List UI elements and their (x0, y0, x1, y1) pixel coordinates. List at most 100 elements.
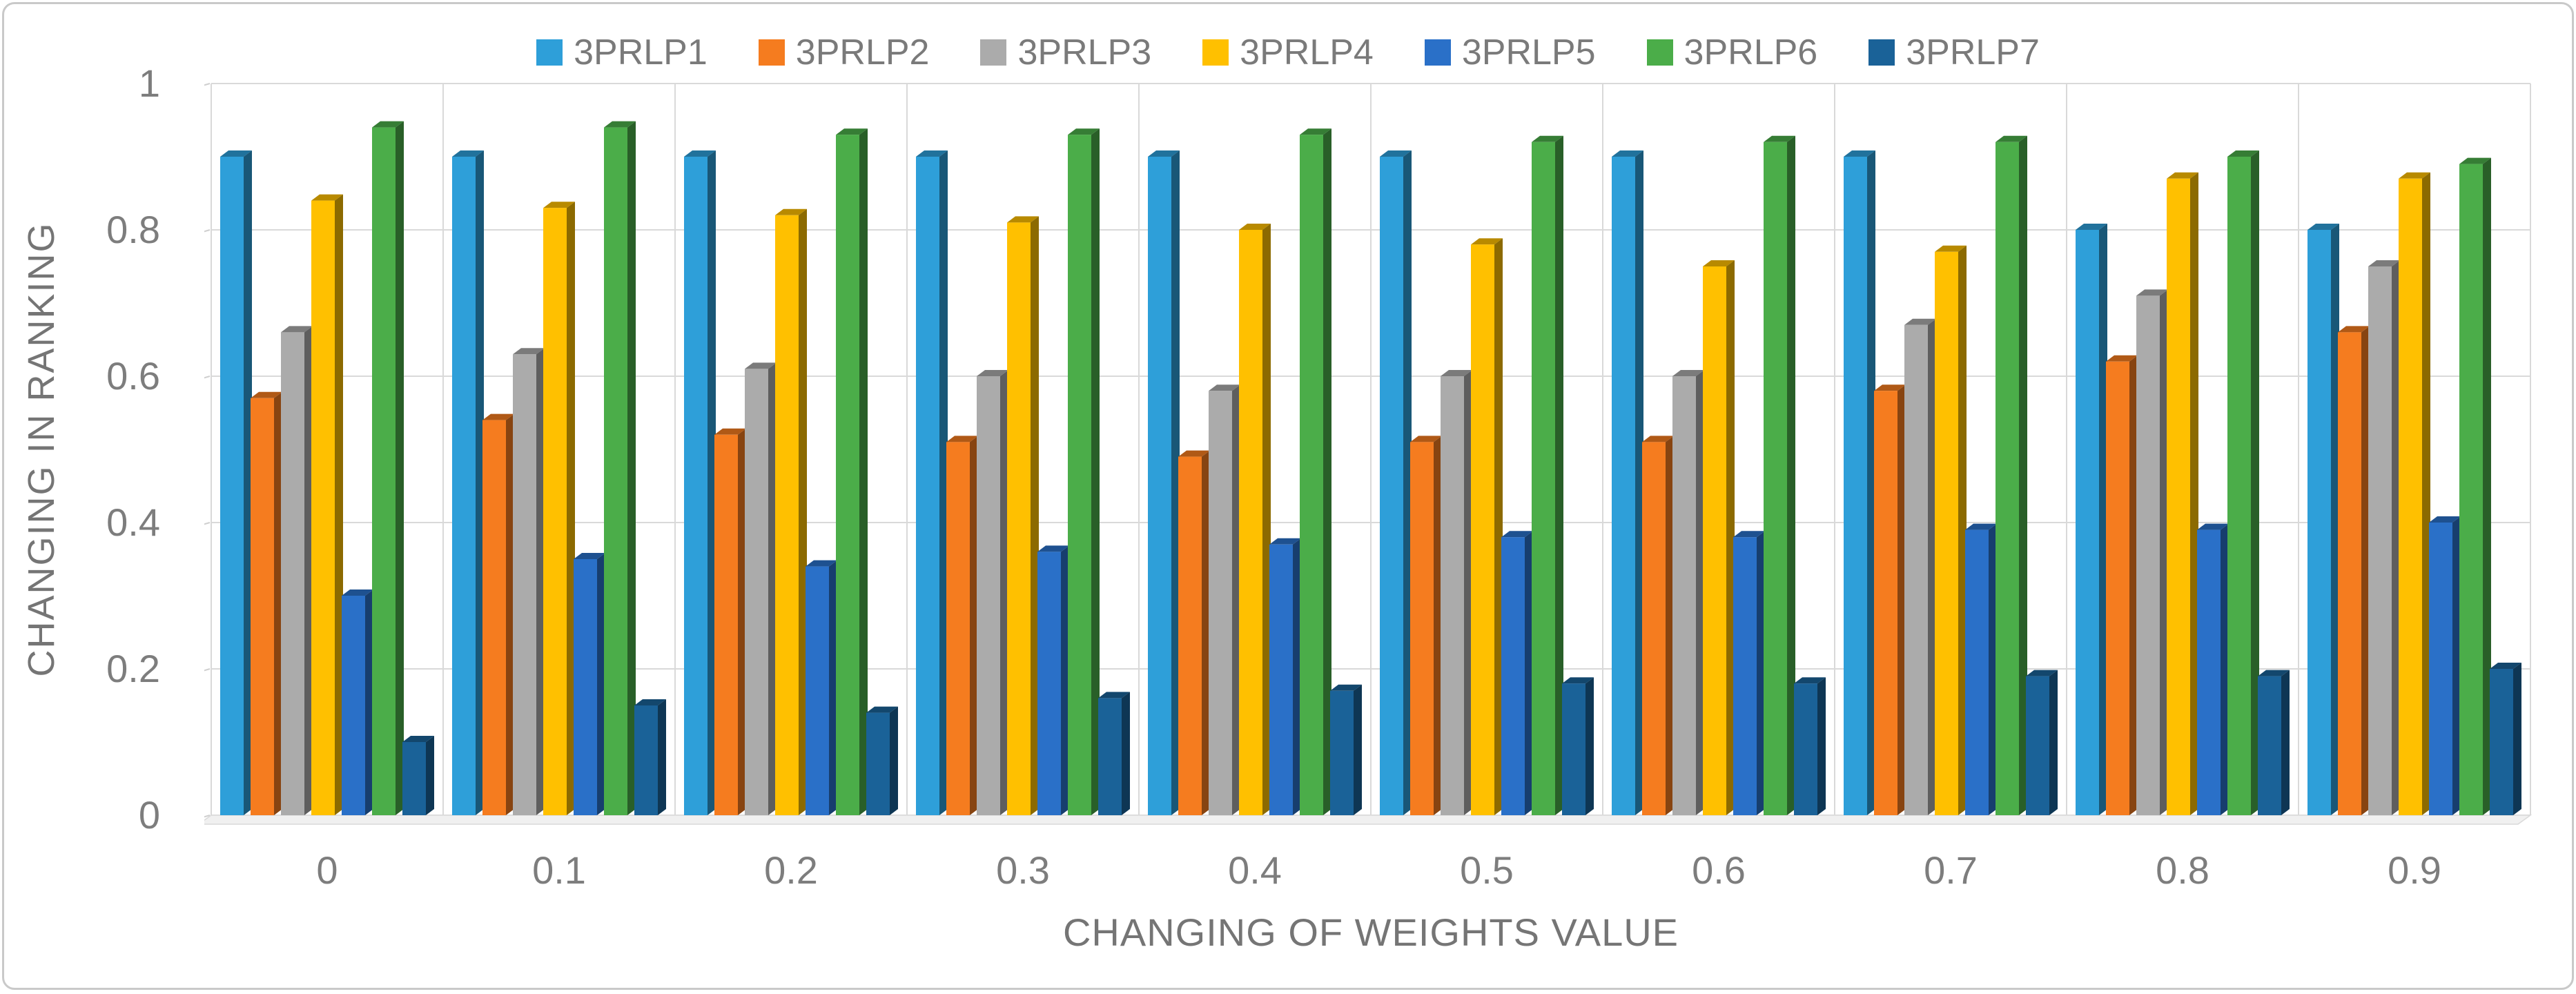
x-tick-label-0.1: 0.1 (532, 848, 586, 892)
bar-3PRLP5-x0.4 (1269, 544, 1293, 815)
bar-3PRLP3-x0.4 (1209, 391, 1232, 815)
bar-top-3PRLP4 (2167, 172, 2198, 179)
bar-top-3PRLP7 (2490, 663, 2521, 669)
legend-label: 3PRLP1 (574, 32, 708, 72)
bar-side-3PRLP6 (859, 128, 868, 815)
bar-3PRLP3-x0.3 (977, 376, 1000, 815)
bar-top-3PRLP4 (1007, 216, 1039, 223)
bar-3PRLP6-x0.2 (836, 135, 859, 815)
legend-item-3PRLP1: 3PRLP1 (536, 32, 708, 73)
bar-3PRLP3-x0.5 (1441, 376, 1464, 815)
bar-3PRLP4-x0.1 (543, 208, 567, 815)
bar-top-3PRLP1 (1380, 150, 1412, 157)
y-axis-tick-labels: 0 0.2 0.4 0.6 0.8 1 (4, 4, 185, 988)
y-axis-tick-mark (204, 668, 211, 672)
x-tick-label-0.9: 0.9 (2388, 848, 2441, 892)
bar-top-3PRLP2 (2106, 355, 2138, 362)
bar-3PRLP5-x0.1 (574, 559, 597, 815)
bar-top-3PRLP6 (1532, 135, 1563, 142)
bar-side-3PRLP3 (768, 362, 777, 815)
bar-top-3PRLP7 (402, 736, 434, 742)
bar-side-3PRLP1 (708, 150, 716, 815)
bar-side-3PRLP2 (1666, 436, 1674, 815)
bar-top-3PRLP2 (482, 413, 514, 420)
bar-top-3PRLP6 (372, 121, 404, 128)
bar-top-3PRLP6 (2227, 150, 2259, 157)
x-tick-label-0.5: 0.5 (1460, 848, 1514, 892)
bar-3PRLP5-x0.3 (1037, 552, 1061, 815)
x-axis-tick-labels: 0 0.1 0.2 0.3 0.4 0.5 0.6 0.7 0.8 0.9 (211, 848, 2530, 893)
bar-3PRLP7-x0.7 (2026, 676, 2049, 815)
x-axis-title: CHANGING OF WEIGHTS VALUE (1062, 910, 1679, 954)
bar-side-3PRLP3 (304, 326, 313, 815)
bar-3PRLP6-x0 (372, 127, 396, 816)
bar-3PRLP1-x0.3 (916, 157, 939, 815)
bar-side-3PRLP3 (2160, 289, 2168, 815)
bar-top-3PRLP5 (1733, 531, 1765, 538)
bar-top-3PRLP7 (1562, 677, 1594, 684)
bar-top-3PRLP1 (2076, 224, 2107, 230)
bar-3PRLP2-x0 (251, 398, 274, 815)
bar-3PRLP6-x0.3 (1068, 135, 1091, 815)
bar-top-3PRLP4 (2399, 172, 2430, 179)
x-tick-label-0.4: 0.4 (1228, 848, 1282, 892)
bar-3PRLP1-x0.8 (2076, 230, 2099, 815)
bar-3PRLP1-x0.6 (1612, 157, 1635, 815)
bar-3PRLP1-x0.5 (1380, 157, 1403, 815)
bar-top-3PRLP6 (1068, 128, 1100, 135)
bar-side-3PRLP6 (1091, 128, 1100, 815)
bar-top-3PRLP7 (2026, 670, 2058, 676)
bar-3PRLP1-x0.2 (684, 157, 708, 815)
chart-legend: 3PRLP1 3PRLP2 3PRLP3 3PRLP4 3PRLP5 3PRLP6 3PRL… (4, 25, 2572, 80)
bar-side-3PRLP5 (1061, 545, 1069, 815)
bar-3PRLP4-x0.6 (1703, 266, 1726, 815)
bar-side-3PRLP6 (2483, 157, 2491, 816)
bar-top-3PRLP6 (1764, 135, 1795, 142)
legend-item-3PRLP2: 3PRLP2 (758, 32, 930, 73)
bar-side-3PRLP2 (274, 391, 282, 815)
bar-3PRLP5-x0.5 (1501, 537, 1525, 815)
bar-3PRLP2-x0.8 (2106, 361, 2129, 815)
bar-side-3PRLP4 (567, 202, 575, 815)
legend-label: 3PRLP7 (1906, 32, 2040, 72)
bar-side-3PRLP4 (335, 194, 343, 816)
y-tick-label-0.6: 0.6 (106, 354, 160, 398)
legend-label: 3PRLP2 (795, 32, 930, 72)
bar-3PRLP1-x0 (220, 157, 244, 815)
bar-3PRLP2-x0.1 (482, 420, 506, 815)
bar-top-3PRLP2 (1642, 436, 1674, 442)
bar-top-3PRLP7 (1330, 684, 1362, 691)
bar-3PRLP3-x0.8 (2136, 295, 2160, 815)
bar-3PRLP1-x0.9 (2307, 230, 2331, 815)
bar-side-3PRLP1 (244, 150, 252, 815)
bar-side-3PRLP3 (1696, 370, 1704, 815)
bar-3PRLP1-x0.4 (1148, 157, 1171, 815)
bar-side-3PRLP3 (1000, 370, 1008, 815)
bar-top-3PRLP7 (2258, 670, 2290, 676)
x-tick-label-0.6: 0.6 (1692, 848, 1746, 892)
bar-top-3PRLP4 (1935, 245, 1967, 252)
bar-side-3PRLP7 (2049, 670, 2058, 815)
bar-side-3PRLP2 (2129, 355, 2138, 815)
legend-item-3PRLP7: 3PRLP7 (1868, 32, 2040, 73)
bar-3PRLP4-x0.4 (1239, 230, 1262, 815)
bar-top-3PRLP6 (1996, 135, 2027, 142)
legend-item-3PRLP5: 3PRLP5 (1424, 32, 1596, 73)
bar-top-3PRLP5 (574, 553, 605, 559)
bar-side-3PRLP7 (890, 706, 898, 815)
legend-swatch-icon (1424, 39, 1451, 66)
x-tick-label-0.3: 0.3 (996, 848, 1050, 892)
legend-swatch-icon (536, 39, 563, 66)
bar-3PRLP6-x0.6 (1764, 142, 1787, 816)
bar-side-3PRLP2 (2361, 326, 2370, 815)
bar-top-3PRLP3 (1904, 318, 1936, 325)
bar-top-3PRLP1 (1612, 150, 1643, 157)
y-axis-tick-mark (204, 522, 211, 525)
bar-top-3PRLP3 (745, 362, 777, 369)
bar-3PRLP2-x0.4 (1178, 456, 1202, 815)
bar-3PRLP3-x0.6 (1672, 376, 1696, 815)
bar-top-3PRLP3 (281, 326, 313, 333)
bar-top-3PRLP4 (543, 202, 575, 208)
bar-side-3PRLP5 (1757, 531, 1765, 815)
bar-side-3PRLP2 (1434, 436, 1442, 815)
